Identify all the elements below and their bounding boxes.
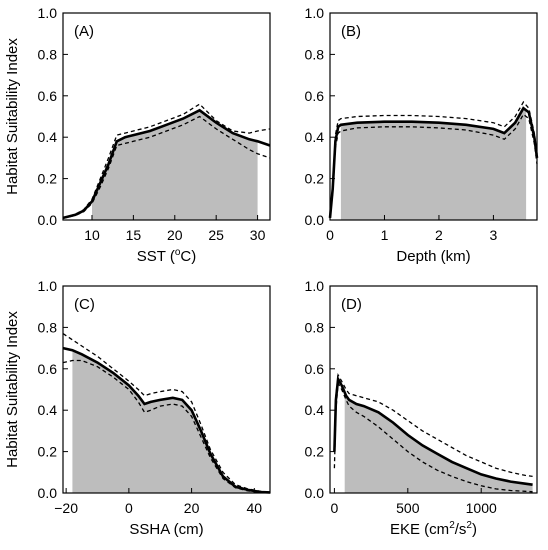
y-axis-label: Habitat Suitability Index (4, 311, 21, 468)
x-tick-label: 1 (381, 227, 389, 243)
y-tick-label: 0.4 (38, 129, 58, 145)
x-tick-label: 1000 (466, 500, 497, 516)
y-tick-label: 0.2 (38, 171, 58, 187)
x-tick-label: 2 (435, 227, 443, 243)
x-axis-label: EKE (cm2/s2) (390, 520, 477, 538)
upper-confidence-curve (333, 372, 533, 478)
panel-label: (B) (341, 23, 361, 40)
x-tick-label: 3 (490, 227, 498, 243)
x-axis-label: SSHA (cm) (129, 521, 203, 538)
mean-curve (333, 374, 533, 486)
panel-2: 0.0 0.2 0.4 0.6 0.8 1.0 0 1 2 3 (B) Depth (km) (305, 5, 539, 265)
x-tick-label: 15 (126, 227, 142, 243)
x-tick-label: 10 (84, 227, 100, 243)
y-tick-label: 0.8 (38, 319, 58, 335)
y-tick-label: 0.0 (305, 212, 325, 228)
lower-confidence-curve (62, 115, 271, 219)
y-tick-label: 0.6 (38, 361, 58, 377)
x-tick-label: 0 (331, 500, 339, 516)
lower-confidence-curve (333, 381, 533, 493)
y-tick-label: 0.0 (38, 485, 58, 501)
panel-label: (C) (74, 296, 95, 313)
x-tick-label: 20 (167, 227, 183, 243)
upper-confidence-curve (329, 100, 538, 218)
panel-4: 0.0 0.2 0.4 0.6 0.8 1.0 0 500 1000 (D) EKE (cm2/s2… (305, 278, 538, 538)
x-axis-label: Depth (km) (396, 248, 470, 265)
habitat-fill-area (344, 392, 533, 493)
y-tick-label: 1.0 (38, 278, 58, 294)
y-tick-label: 0.8 (305, 46, 325, 62)
y-tick-label: 0.2 (305, 171, 325, 187)
y-tick-label: 0.4 (305, 402, 325, 418)
x-tick-label: 25 (208, 227, 224, 243)
mean-curve (328, 106, 539, 219)
x-tick-label: 0 (125, 500, 133, 516)
habitat-fill-area (72, 350, 267, 493)
panel-1: 0.0 0.2 0.4 0.6 0.8 1.0 10 15 20 25 30 (A) SST (oC) H… (4, 5, 271, 265)
y-tick-label: 0.8 (305, 319, 325, 335)
mean-curve (62, 346, 271, 494)
upper-confidence-curve (62, 333, 271, 493)
y-tick-label: 0.4 (38, 402, 58, 418)
plot-frame (62, 285, 271, 494)
y-tick-label: 0.8 (38, 46, 58, 62)
y-tick-label: 0.2 (38, 444, 58, 460)
x-tick-label: 30 (250, 227, 266, 243)
y-tick-label: 0.0 (38, 212, 58, 228)
x-tick-label: 0 (326, 227, 334, 243)
y-tick-label: 0.0 (305, 485, 325, 501)
plot-frame (329, 285, 538, 494)
x-axis-label: SST (oC) (137, 247, 196, 265)
y-tick-label: 0.4 (305, 129, 325, 145)
panel-label: (D) (341, 296, 362, 313)
y-tick-label: 0.6 (305, 88, 325, 104)
panel-label: (A) (74, 23, 94, 40)
y-tick-label: 0.6 (305, 361, 325, 377)
y-tick-label: 1.0 (38, 5, 58, 21)
plot-frame (62, 12, 271, 221)
panel-3: 0.0 0.2 0.4 0.6 0.8 1.0 −20 0 20 40 (C) SSHA (cm) Ha… (4, 278, 271, 538)
lower-confidence-curve (62, 359, 271, 494)
plot-frame (329, 12, 538, 221)
habitat-fill-area (340, 108, 527, 220)
upper-confidence-curve (62, 103, 271, 219)
y-tick-label: 1.0 (305, 5, 325, 21)
y-tick-label: 0.2 (305, 444, 325, 460)
x-tick-label: 20 (184, 500, 200, 516)
y-axis-label: Habitat Suitability Index (4, 38, 21, 195)
habitat-fill-area (92, 110, 258, 220)
mean-curve (62, 108, 271, 220)
y-tick-label: 1.0 (305, 278, 325, 294)
x-tick-label: −20 (54, 500, 78, 516)
x-tick-label: 500 (396, 500, 420, 516)
lower-confidence-curve (329, 113, 538, 218)
x-tick-label: 40 (247, 500, 263, 516)
y-tick-label: 0.6 (38, 88, 58, 104)
